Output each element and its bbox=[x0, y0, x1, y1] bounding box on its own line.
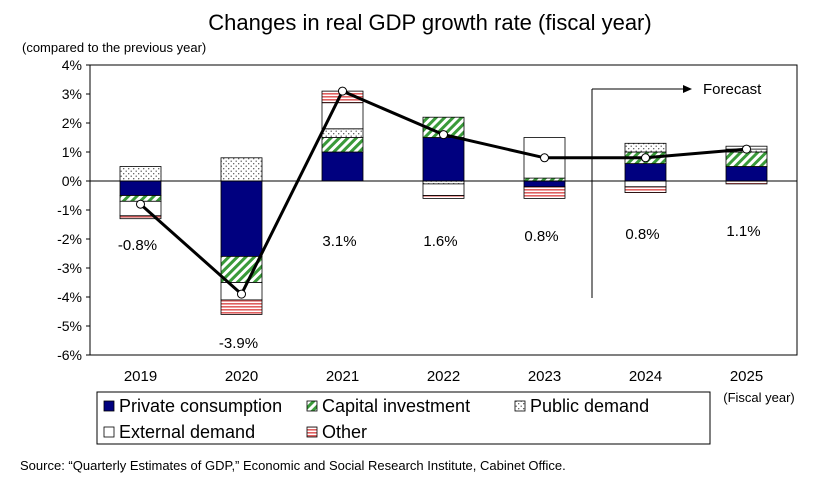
bar-segment-external bbox=[624, 180, 667, 188]
x-tick-label: 2020 bbox=[225, 368, 258, 385]
total-growth-point bbox=[338, 86, 347, 96]
bar-segment-private bbox=[220, 180, 263, 257]
legend-swatch-private bbox=[103, 400, 115, 412]
total-growth-point bbox=[136, 199, 145, 209]
x-tick-label: 2025 bbox=[730, 368, 763, 385]
bar-segment-capital bbox=[321, 137, 364, 153]
legend-label-private: Private consumption bbox=[119, 396, 282, 416]
total-growth-point bbox=[742, 144, 751, 154]
y-tick-label: 3% bbox=[62, 86, 82, 102]
forecast-label: Forecast bbox=[703, 81, 762, 98]
bars-group bbox=[119, 90, 768, 315]
bar-segment-capital bbox=[725, 151, 768, 167]
x-tick-label: 2019 bbox=[124, 368, 157, 385]
total-growth-point bbox=[540, 153, 549, 163]
legend-label-capital: Capital investment bbox=[322, 396, 470, 416]
legend-swatch-external bbox=[103, 426, 115, 438]
total-data-label: 0.8% bbox=[524, 228, 558, 245]
y-tick-label: -1% bbox=[57, 202, 82, 218]
bar-segment-public bbox=[624, 142, 667, 153]
total-data-label: -3.9% bbox=[219, 335, 258, 352]
bar-segment-other bbox=[422, 195, 465, 199]
bar-segment-private bbox=[422, 137, 465, 182]
legend-swatch-other bbox=[306, 426, 318, 438]
y-tick-label: -5% bbox=[57, 318, 82, 334]
total-data-label: 3.1% bbox=[322, 233, 356, 250]
forecast-marker: Forecast bbox=[591, 81, 762, 298]
y-tick-label: -4% bbox=[57, 289, 82, 305]
forecast-arrow-head-icon bbox=[683, 85, 692, 93]
y-tick-label: -2% bbox=[57, 231, 82, 247]
y-tick-label: 0% bbox=[62, 173, 82, 189]
total-data-label: 0.8% bbox=[625, 226, 659, 243]
bar-segment-public bbox=[220, 157, 263, 182]
y-tick-label: 1% bbox=[62, 144, 82, 160]
total-data-label: -0.8% bbox=[118, 237, 157, 254]
total-growth-point bbox=[237, 289, 246, 299]
chart-title: Changes in real GDP growth rate (fiscal … bbox=[208, 10, 651, 35]
plot-frame bbox=[89, 64, 798, 356]
legend-label-other: Other bbox=[322, 422, 367, 442]
total-data-label: 1.6% bbox=[423, 233, 457, 250]
axis-ticks-group: 4% 3% 2% 1% 0% -1% -2% -3% -4% -5% -6% 2019 2020 2021… bbox=[57, 57, 763, 385]
total-growth-point bbox=[439, 130, 448, 140]
x-axis-note: (Fiscal year) bbox=[723, 390, 795, 405]
legend: Private consumption Capital investment Pub… bbox=[96, 391, 711, 445]
x-tick-label: 2021 bbox=[326, 368, 359, 385]
legend-label-external: External demand bbox=[119, 422, 255, 442]
legend-swatch-capital bbox=[306, 400, 318, 412]
bar-segment-private bbox=[624, 163, 667, 182]
x-tick-label: 2023 bbox=[528, 368, 561, 385]
y-tick-label: 2% bbox=[62, 115, 82, 131]
y-tick-label: -3% bbox=[57, 260, 82, 276]
x-tick-label: 2024 bbox=[629, 368, 662, 385]
total-data-label: 1.1% bbox=[726, 223, 760, 240]
y-tick-label: -6% bbox=[57, 347, 82, 363]
bar-segment-private bbox=[119, 180, 162, 196]
bar-segment-other bbox=[220, 299, 263, 315]
bar-segment-public bbox=[321, 128, 364, 138]
bar-segment-private bbox=[321, 151, 364, 182]
bar-segment-public bbox=[119, 166, 162, 182]
bar-segment-capital bbox=[220, 255, 263, 283]
total-line-group bbox=[136, 86, 751, 299]
bar-segment-external bbox=[422, 183, 465, 196]
bar-segment-other bbox=[523, 186, 566, 199]
source-note: Source: “Quarterly Estimates of GDP,” Ec… bbox=[20, 458, 566, 473]
bar-segment-private bbox=[725, 166, 768, 182]
total-growth-point bbox=[641, 153, 650, 163]
bar-segment-other bbox=[624, 186, 667, 194]
bar-segment-private bbox=[523, 180, 566, 188]
legend-label-public: Public demand bbox=[530, 396, 649, 416]
legend-swatch-public bbox=[514, 400, 526, 412]
total-labels-group: -0.8% -3.9% 3.1% 1.6% 0.8% 0.8% 1.1% bbox=[118, 223, 761, 352]
plot-area bbox=[89, 64, 798, 356]
legend-box bbox=[96, 391, 711, 445]
y-tick-label: 4% bbox=[62, 57, 82, 73]
bar-segment-other bbox=[119, 215, 162, 220]
bar-segment-external bbox=[321, 102, 364, 130]
x-tick-label: 2022 bbox=[427, 368, 460, 385]
y-axis-note: (compared to the previous year) bbox=[22, 40, 206, 55]
